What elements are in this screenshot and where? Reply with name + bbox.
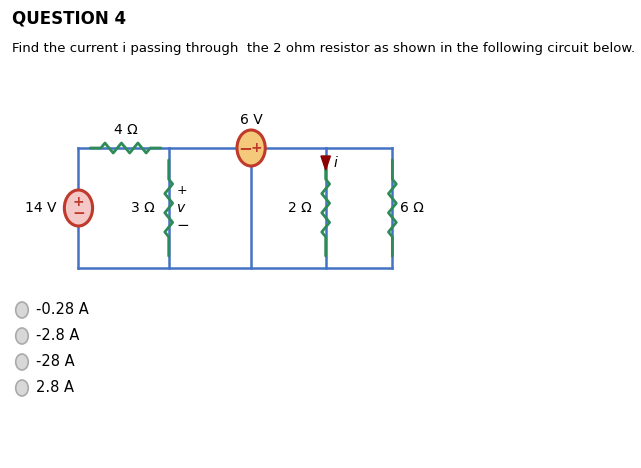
Text: 3 Ω: 3 Ω <box>131 201 154 215</box>
Circle shape <box>64 190 92 226</box>
Text: QUESTION 4: QUESTION 4 <box>12 10 126 28</box>
Text: 2 Ω: 2 Ω <box>288 201 312 215</box>
Text: −: − <box>72 206 85 221</box>
Text: −: − <box>176 219 189 234</box>
Polygon shape <box>321 156 330 170</box>
Text: 4 Ω: 4 Ω <box>113 123 137 137</box>
Circle shape <box>15 302 28 318</box>
Text: i: i <box>333 156 337 170</box>
Text: -2.8 A: -2.8 A <box>36 329 79 344</box>
Circle shape <box>15 328 28 344</box>
Text: −: − <box>238 139 253 157</box>
Text: v: v <box>176 201 185 215</box>
Text: 6 V: 6 V <box>240 113 263 127</box>
Text: -28 A: -28 A <box>36 354 75 370</box>
Text: +: + <box>251 141 262 155</box>
Circle shape <box>15 380 28 396</box>
Circle shape <box>237 130 265 166</box>
Text: Find the current i passing through  the 2 ohm resistor as shown in the following: Find the current i passing through the 2… <box>12 42 635 55</box>
Circle shape <box>15 354 28 370</box>
Text: 14 V: 14 V <box>25 201 56 215</box>
Text: -0.28 A: -0.28 A <box>36 302 89 317</box>
Text: 2.8 A: 2.8 A <box>36 380 74 395</box>
Text: +: + <box>176 183 187 197</box>
Text: +: + <box>72 195 84 209</box>
Text: 6 Ω: 6 Ω <box>400 201 424 215</box>
